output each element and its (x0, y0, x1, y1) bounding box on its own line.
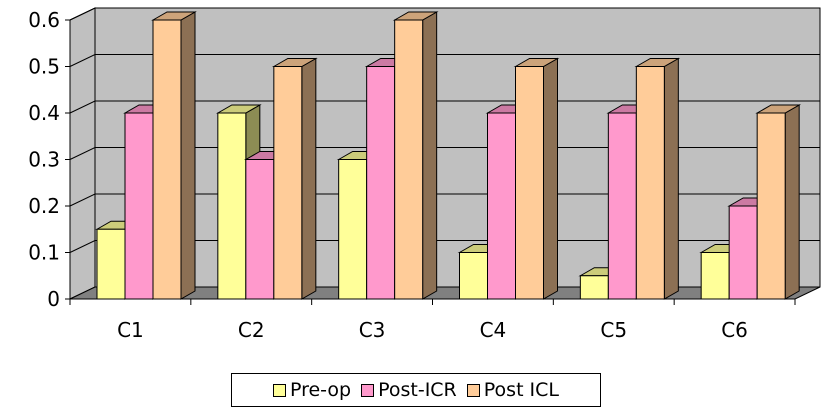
y-tick-label-0: 0 (47, 287, 60, 311)
gridline-1 (69, 240, 820, 253)
bar-4-2 (634, 57, 681, 300)
legend-label-0: Pre-op (289, 379, 352, 401)
y-tick-label-5: 0.5 (28, 55, 60, 79)
bar-side-0-2 (180, 11, 196, 300)
bar-front-2-1 (366, 66, 396, 300)
gridline-4 (69, 100, 820, 114)
legend-item-1: Post-ICR (361, 379, 457, 401)
x-tick-label-2: C3 (359, 318, 386, 342)
bar-front-5-2 (756, 112, 786, 300)
bar-front-0-2 (152, 19, 182, 300)
bar-front-4-2 (635, 66, 665, 300)
bar-front-5-0 (700, 252, 730, 300)
bar-0-2 (151, 11, 197, 300)
x-tick-label-1: C2 (238, 318, 265, 342)
gridline-2 (69, 193, 820, 207)
x-tick-label-0: C1 (117, 318, 144, 342)
bar-side-4-2 (663, 57, 679, 300)
x-tick-labels: C1 C2 C3 C4 C5 C6 (117, 318, 748, 342)
bar-front-4-1 (607, 112, 637, 300)
x-tick-label-5: C6 (721, 318, 748, 342)
gridline-3 (69, 147, 820, 160)
bars (95, 11, 802, 300)
y-tick-label-3: 0.3 (28, 148, 60, 172)
y-tick-label-4: 0.4 (28, 101, 60, 125)
bar-front-1-2 (273, 66, 303, 300)
bar-front-1-1 (245, 159, 275, 300)
legend-swatch-1 (361, 383, 375, 397)
bar-front-0-1 (124, 112, 154, 300)
legend-item-2: Post ICL (466, 379, 560, 401)
x-tick-label-4: C5 (600, 318, 627, 342)
legend-swatch-0 (272, 383, 286, 397)
bar-front-5-1 (728, 205, 758, 300)
bar-side-2-2 (422, 11, 438, 300)
legend-label-1: Post-ICR (378, 379, 457, 401)
y-tick-labels: 0 0.1 0.2 0.3 0.4 0.5 0.6 (28, 8, 60, 311)
bar-front-0-0 (96, 228, 126, 300)
bar-1-2 (271, 57, 318, 300)
y-tick-label-1: 0.1 (28, 241, 60, 265)
bar-5-2 (755, 104, 802, 300)
bar-side-5-2 (784, 104, 800, 300)
legend-label-2: Post ICL (483, 379, 560, 401)
bar-front-3-0 (459, 252, 488, 300)
bar-3-2 (513, 57, 560, 300)
bar-front-2-2 (394, 19, 424, 300)
bar-side-3-2 (543, 57, 558, 300)
gridline-6 (69, 7, 820, 21)
legend-swatch-2 (466, 383, 480, 397)
bar-front-3-2 (515, 66, 544, 300)
y-tick-label-6: 0.6 (28, 8, 60, 32)
bar-2-2 (392, 11, 439, 300)
bar-front-3-1 (487, 112, 516, 300)
bar-front-1-0 (217, 112, 247, 300)
bar-front-2-0 (338, 159, 368, 300)
legend-item-0: Pre-op (272, 379, 352, 401)
bar-front-4-0 (579, 275, 609, 300)
bar-side-1-2 (301, 57, 317, 300)
axes (65, 19, 796, 305)
y-tick-label-2: 0.2 (28, 194, 60, 218)
legend: Pre-op Post-ICR Post ICL (231, 373, 601, 407)
gridline-5 (69, 54, 820, 67)
gridlines (69, 7, 820, 253)
x-tick-label-3: C4 (480, 318, 507, 342)
